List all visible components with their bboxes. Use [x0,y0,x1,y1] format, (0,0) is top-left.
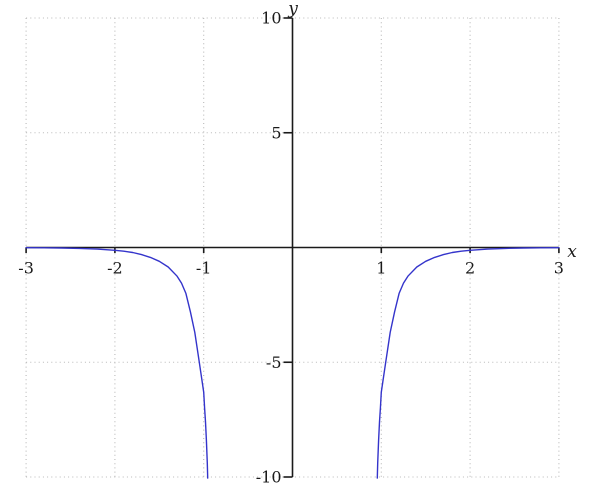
x-tick-label: 3 [554,259,564,278]
x-tick-label: -1 [196,259,212,278]
y-tick-label: 10 [261,9,281,28]
axes-layer [26,18,559,477]
curve-left-branch [25,247,209,479]
curve-layer [25,247,560,479]
y-axis-label: y [287,0,298,19]
x-tick-label: -2 [107,259,123,278]
x-axis-label: x [567,242,577,262]
x-tick-label: 1 [376,259,386,278]
x-tick-label: -3 [18,259,34,278]
y-tick-label: -5 [266,353,282,372]
tick-layer: -3 -2 -1 1 2 3 10 5 -5 -10 [18,9,564,487]
y-tick-label: 5 [271,123,281,142]
y-tick-label: -10 [256,468,282,487]
curve-right-branch [376,247,560,479]
x-tick-label: 2 [465,259,475,278]
